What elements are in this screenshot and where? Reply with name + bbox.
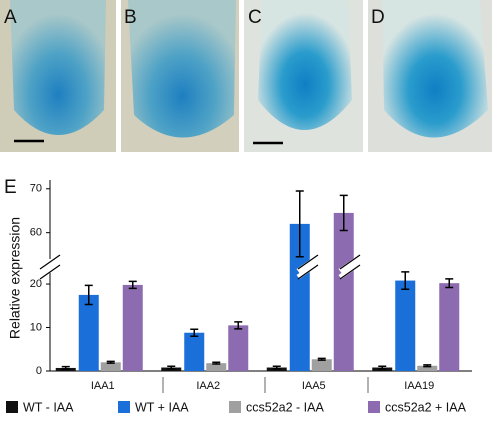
x-tick-label: IAA5: [302, 380, 326, 392]
error-bar: [401, 271, 410, 291]
axis-break: [39, 254, 61, 280]
bar: [122, 284, 143, 371]
error-bar: [190, 328, 199, 337]
bar: [206, 363, 227, 371]
panel-label: B: [124, 7, 137, 28]
error-bar: [212, 361, 221, 365]
bar: [228, 325, 249, 371]
error-bar: [378, 365, 387, 370]
error-bar: [128, 280, 137, 290]
legend-label: WT - IAA: [23, 400, 74, 414]
axis-break: [38, 254, 62, 280]
axis-break: [338, 254, 362, 280]
axis-break: [297, 254, 319, 280]
panel-label: C: [248, 7, 262, 28]
legend-swatch: [368, 401, 380, 413]
bar: [333, 212, 354, 371]
micrographs: [0, 0, 492, 393]
y-tick-label: 20: [30, 278, 42, 290]
error-bar: [445, 278, 454, 289]
legend-swatch: [118, 401, 130, 413]
y-tick-label: 60: [30, 227, 42, 239]
error-bar: [234, 321, 243, 330]
panel-label: E: [4, 177, 17, 198]
panel-label: A: [4, 7, 17, 28]
bar: [100, 362, 121, 371]
bar: [417, 365, 438, 371]
error-bar: [295, 190, 304, 258]
x-tick-label: IAA19: [404, 380, 434, 392]
legend-label: WT + IAA: [135, 400, 189, 414]
bar: [439, 283, 460, 371]
legend-label: ccs52a2 - IAA: [246, 400, 324, 414]
bar: [78, 294, 99, 371]
legend-swatch: [229, 401, 241, 413]
x-tick-label: IAA1: [91, 380, 115, 392]
y-tick-label: 10: [30, 321, 42, 333]
error-bar: [339, 194, 348, 232]
error-bar: [317, 357, 326, 361]
y-tick-label: 70: [30, 183, 42, 195]
axis-break: [339, 254, 361, 280]
error-bar: [167, 365, 176, 370]
y-axis-label: Relative expression: [7, 217, 23, 339]
error-bar: [106, 360, 115, 364]
bar: [395, 280, 416, 371]
error-bar: [272, 365, 281, 370]
legend-label: ccs52a2 + IAA: [385, 400, 467, 414]
bar: [311, 359, 332, 371]
legend-swatch: [6, 401, 18, 413]
error-bar: [61, 365, 70, 371]
axis-break: [296, 254, 320, 280]
bar: [184, 332, 205, 371]
panel-label: D: [371, 7, 385, 28]
y-tick-label: 0: [36, 365, 42, 377]
error-bar: [423, 364, 432, 368]
x-tick-label: IAA2: [196, 380, 220, 392]
error-bar: [84, 284, 93, 306]
bar: [289, 223, 310, 371]
